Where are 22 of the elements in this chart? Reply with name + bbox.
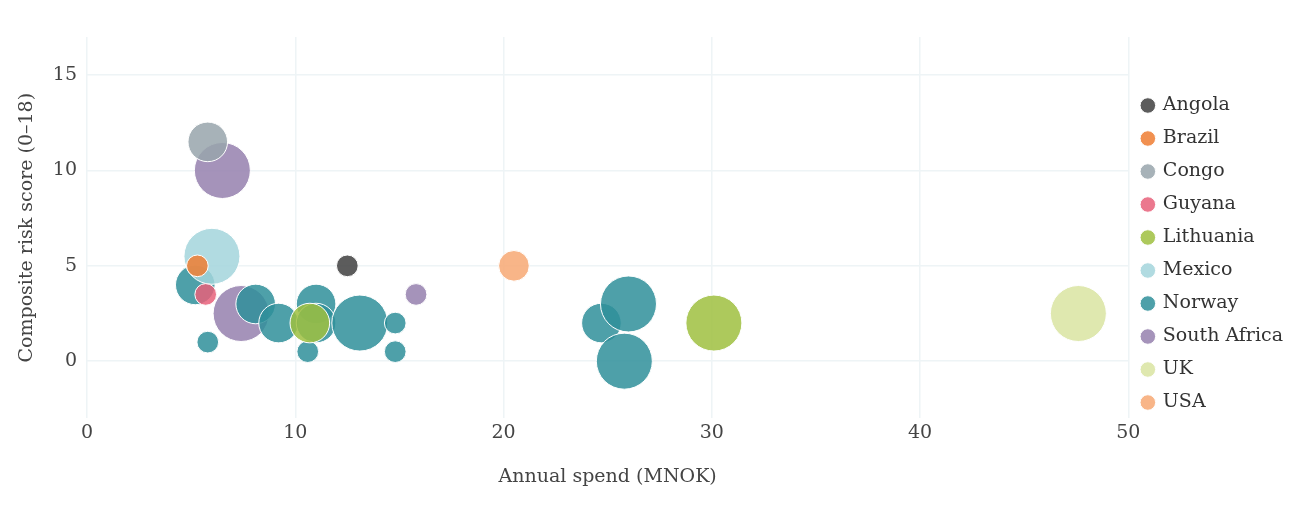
x-tick-label: 50 bbox=[1116, 419, 1141, 442]
legend-label: Angola bbox=[1161, 92, 1230, 115]
legend-label: USA bbox=[1162, 389, 1206, 412]
legend-label: Lithuania bbox=[1162, 224, 1255, 247]
legend-label: Norway bbox=[1162, 290, 1239, 313]
y-tick-label: 15 bbox=[52, 62, 77, 85]
legend-label: Mexico bbox=[1162, 257, 1233, 280]
y-tick-label: 5 bbox=[64, 252, 77, 275]
x-axis-title: Annual spend (MNOK) bbox=[497, 463, 717, 486]
legend-label: Guyana bbox=[1162, 191, 1236, 214]
x-tick-label: 0 bbox=[80, 419, 94, 442]
legend-label: UK bbox=[1162, 356, 1194, 379]
x-tick-label: 20 bbox=[491, 419, 516, 442]
y-tick-label: 0 bbox=[64, 348, 77, 371]
legend-label: Brazil bbox=[1162, 125, 1220, 148]
legend-label: Congo bbox=[1162, 158, 1225, 181]
legend-label: South Africa bbox=[1162, 323, 1284, 346]
x-tick-label: 40 bbox=[907, 419, 933, 442]
y-tick-label: 10 bbox=[52, 157, 77, 180]
y-axis-title: Composite risk score (0–18) bbox=[14, 92, 37, 363]
x-tick-label: 10 bbox=[283, 419, 308, 442]
x-tick-label: 30 bbox=[699, 419, 724, 442]
